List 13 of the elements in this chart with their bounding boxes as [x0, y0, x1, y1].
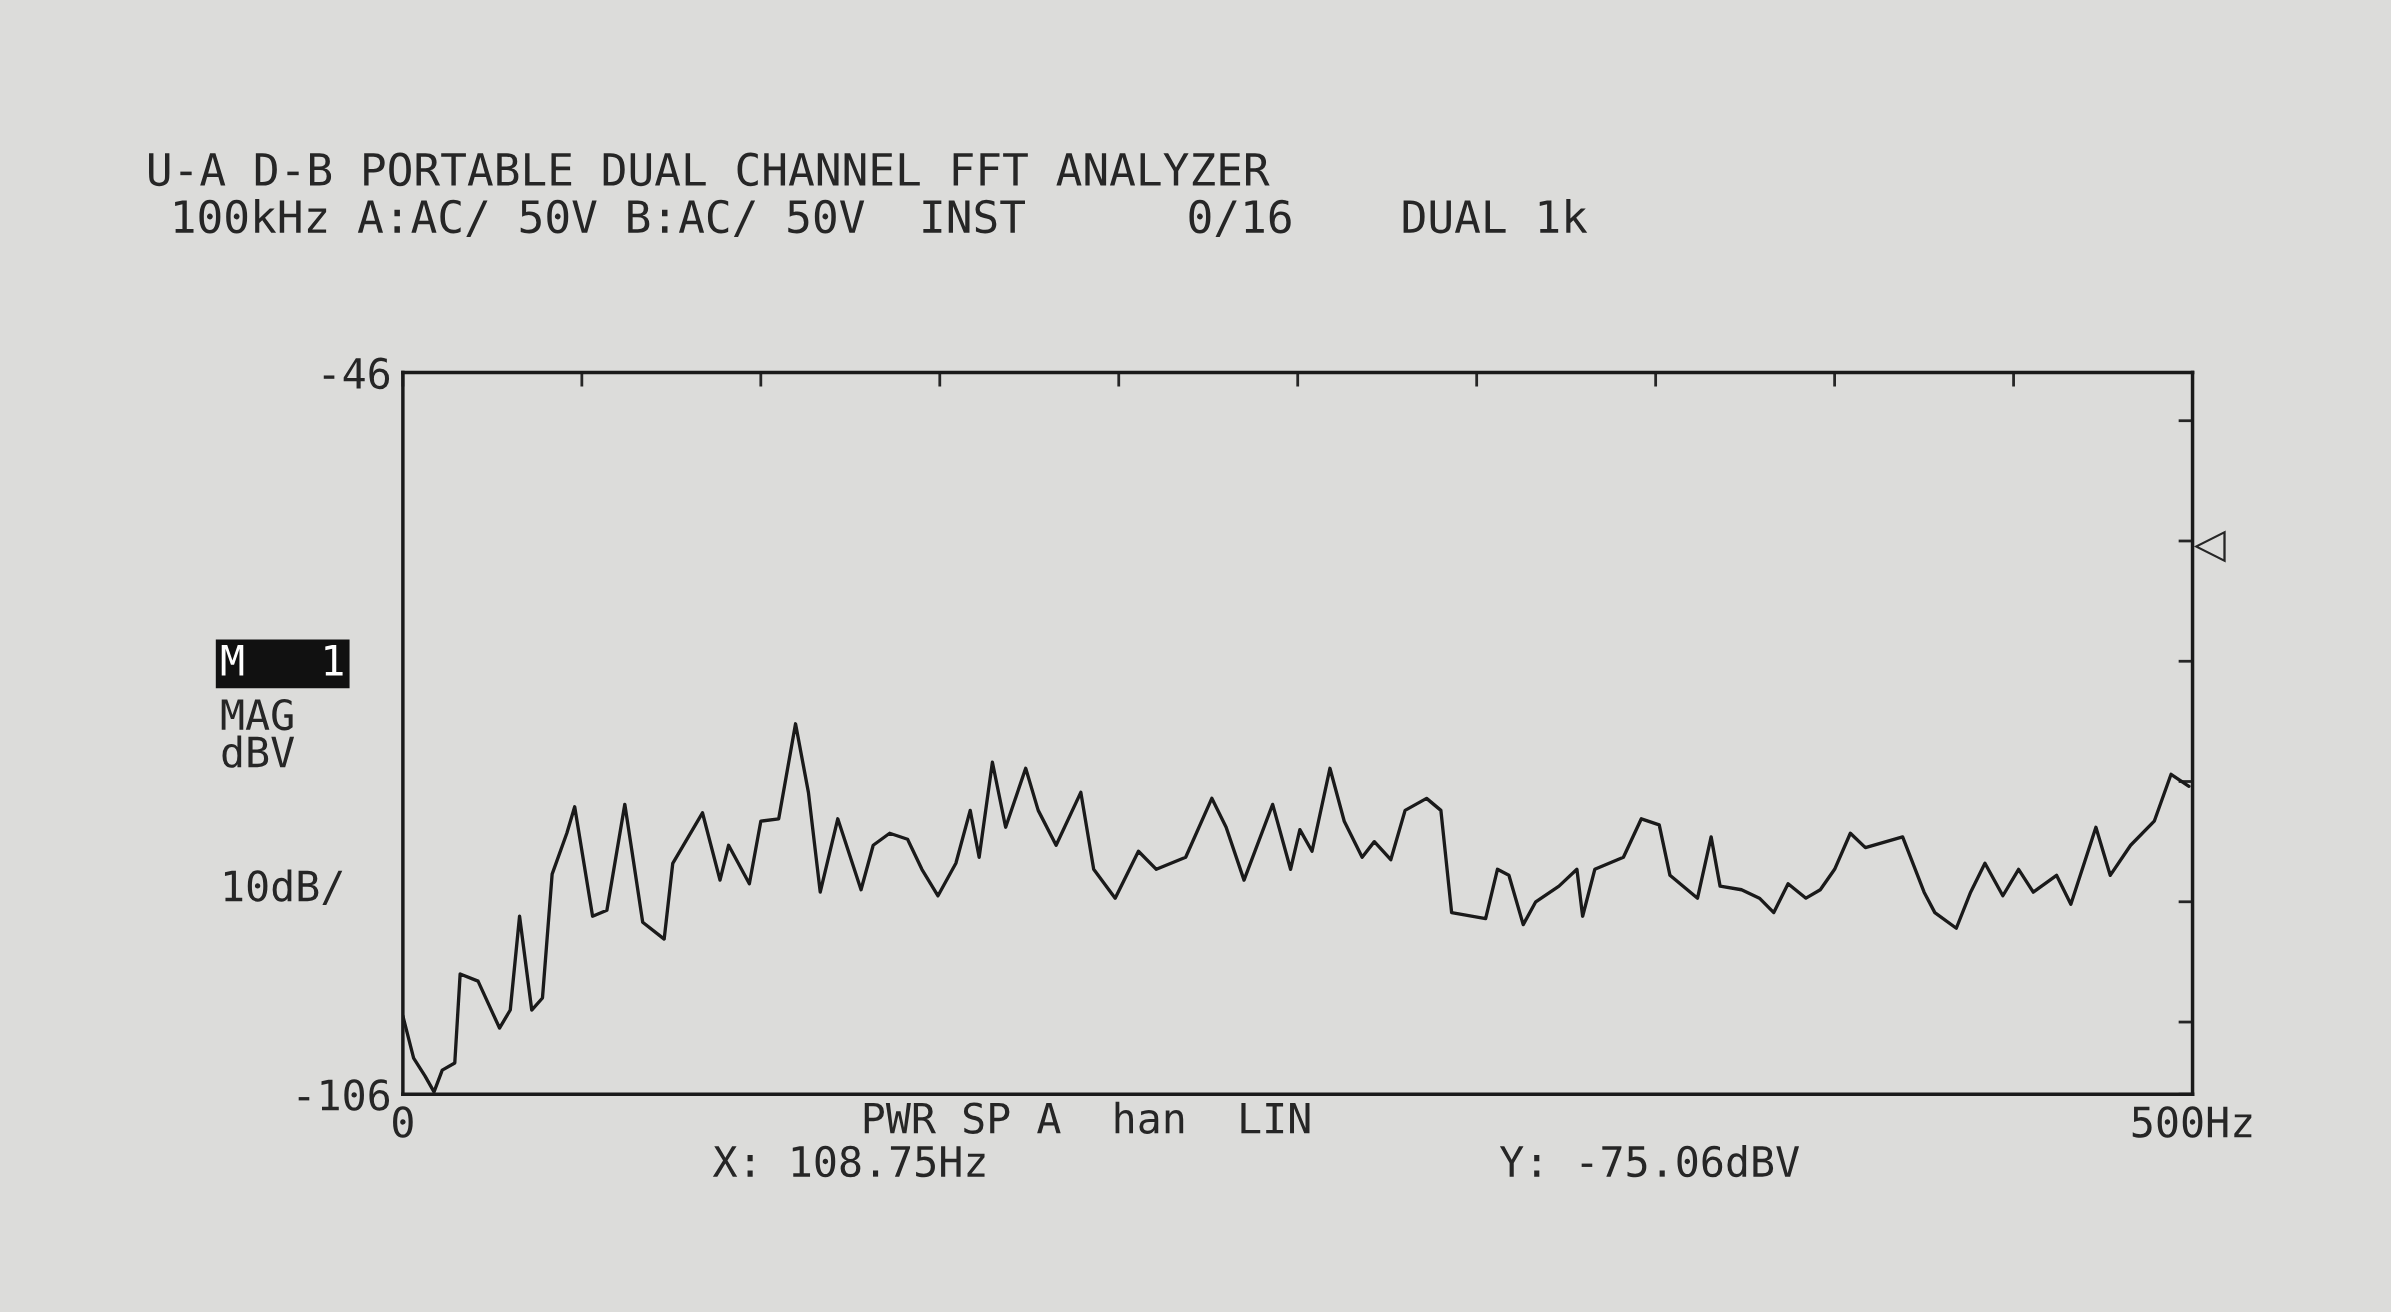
y-tick-label: -46	[323, 357, 390, 390]
x-tick-label: 500Hz	[2132, 1106, 2252, 1138]
text: ◁	[2193, 530, 2226, 563]
y-tick-label: -106	[298, 1079, 390, 1111]
chart-title: U-A D-B PORTABLE DUAL CHANNEL FFT ANALYZER	[149, 152, 1270, 187]
y-axis-title: MAG dBV	[221, 698, 295, 768]
text: PWR SP A han LIN	[864, 1101, 1310, 1134]
text: X: 108.75Hz	[712, 1145, 985, 1178]
text: 10dB/	[224, 869, 343, 906]
text: M 1	[221, 645, 343, 676]
text: Y: -75.06dBV	[1499, 1145, 1800, 1178]
x-tick-label: 0	[393, 1106, 413, 1138]
chart-subtitle: 100kHz A:AC/ 50V B:AC/ 50V INST 0/16 DUAL 1k	[175, 199, 1588, 237]
